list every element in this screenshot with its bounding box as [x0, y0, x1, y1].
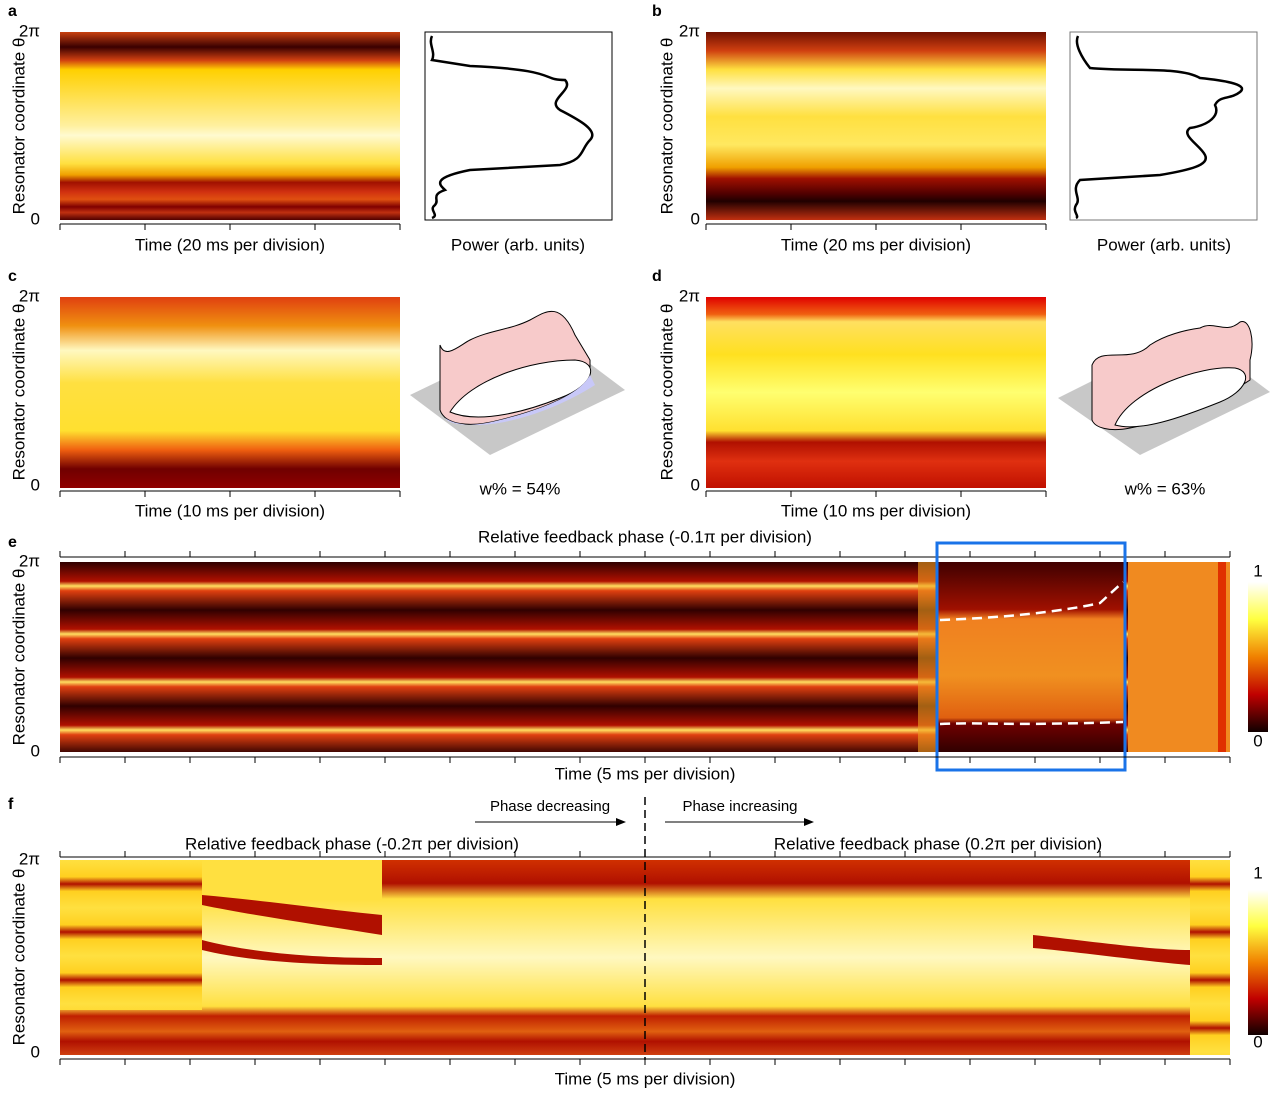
side-title: Power (arb. units) [451, 235, 585, 254]
y-tick-label: 2π [19, 286, 40, 305]
x-axis-title: Time (5 ms per division) [555, 764, 736, 783]
y-axis-title: Resonator coordinate θ [9, 304, 28, 481]
heatmap-region [918, 562, 936, 752]
y-tick-label: 0 [691, 475, 700, 494]
colorbar-label: 0 [1253, 731, 1262, 750]
top-title: Relative feedback phase (-0.1π per divis… [478, 527, 812, 546]
panel-label: c [8, 268, 17, 285]
colorbar-label: 1 [1253, 561, 1262, 580]
heatmap-region [333, 562, 411, 752]
top-title: Relative feedback phase (0.2π per divisi… [774, 834, 1102, 853]
heatmap [706, 32, 1046, 220]
colorbar [1248, 582, 1268, 732]
highlight-box [935, 541, 1127, 772]
heatmap-region [1218, 562, 1226, 752]
y-tick-label: 2π [19, 551, 40, 570]
heatmap-region [1190, 860, 1230, 1055]
y-axis-title: Resonator coordinate θ [9, 569, 28, 746]
shadow [445, 375, 595, 426]
y-tick-label: 2π [19, 849, 40, 868]
heatmap-region [202, 895, 382, 965]
panel-label: b [652, 3, 662, 20]
x-axis-title: Time (20 ms per division) [781, 235, 971, 254]
inner [449, 359, 592, 418]
side-title: w% = 63% [1124, 479, 1206, 498]
power-box [424, 31, 613, 221]
side-title: Power (arb. units) [1097, 235, 1231, 254]
y-axis-title: Resonator coordinate θ [657, 38, 676, 215]
y-tick-label: 0 [31, 475, 40, 494]
x-axis-title: Time (10 ms per division) [781, 501, 971, 520]
arrow-head [804, 818, 814, 826]
heatmap [60, 297, 400, 488]
y-axis-title: Resonator coordinate θ [9, 38, 28, 215]
panel-label: e [8, 534, 17, 551]
heatmap-region [60, 860, 202, 1010]
boundary [939, 581, 1124, 622]
heatmap-region [937, 562, 1125, 752]
x-axis-title: Time (5 ms per division) [555, 1069, 736, 1088]
colorbar [1248, 890, 1268, 1035]
y-tick-label: 2π [679, 286, 700, 305]
side-title: w% = 54% [479, 479, 561, 498]
colorbar-label: 1 [1253, 863, 1262, 882]
y-tick-label: 2π [679, 21, 700, 40]
y-tick-label: 0 [31, 741, 40, 760]
heatmap-region [1033, 935, 1190, 965]
heatmap [706, 297, 1046, 488]
y-tick-label: 2π [19, 21, 40, 40]
panel-label: a [8, 3, 17, 20]
inner [1114, 367, 1247, 428]
arrow-label: Phase increasing [682, 798, 797, 815]
power-box [1069, 31, 1258, 221]
colorbar-label: 0 [1253, 1032, 1262, 1051]
y-tick-label: 0 [31, 209, 40, 228]
y-axis-title: Resonator coordinate θ [9, 869, 28, 1046]
heatmap [60, 32, 400, 220]
x-axis-title: Time (20 ms per division) [135, 235, 325, 254]
arrow-label: Phase decreasing [490, 798, 610, 815]
power-curve [429, 35, 594, 220]
x-axis-title: Time (10 ms per division) [135, 501, 325, 520]
heatmap-region [202, 860, 382, 900]
y-axis-title: Resonator coordinate θ [657, 304, 676, 481]
arrow-head [616, 818, 626, 826]
y-tick-label: 0 [691, 209, 700, 228]
y-tick-label: 0 [31, 1042, 40, 1061]
panel-label: d [652, 268, 662, 285]
top-title: Relative feedback phase (-0.2π per divis… [185, 834, 519, 853]
heatmap-region [1128, 562, 1230, 752]
panel-label: f [8, 796, 14, 813]
power-curve [1073, 35, 1244, 220]
